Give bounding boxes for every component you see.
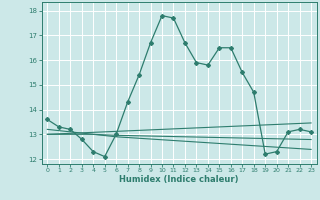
X-axis label: Humidex (Indice chaleur): Humidex (Indice chaleur) bbox=[119, 175, 239, 184]
